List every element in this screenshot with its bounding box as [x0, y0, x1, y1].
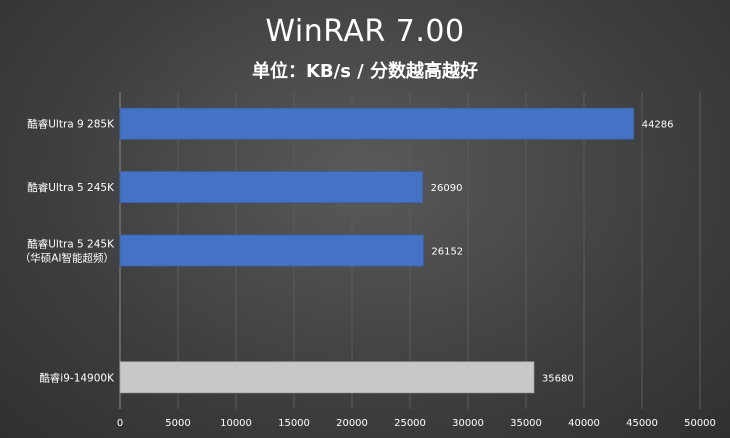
category-label: （华硕AI智能超频）: [20, 252, 114, 265]
bars: [119, 107, 635, 394]
category-label: 酷睿Ultra 9 285K: [27, 118, 115, 131]
category-label: 酷睿i9-14900K: [39, 371, 115, 384]
chart-subtitle: 单位：KB/s / 分数越高越好: [251, 61, 479, 82]
value-label: 44286: [642, 120, 674, 131]
value-label: 35680: [542, 373, 574, 384]
category-label: 酷睿Ultra 5 245K: [27, 181, 115, 194]
value-label: 26152: [431, 247, 463, 258]
category-labels: 酷睿Ultra 9 285K 酷睿Ultra 5 245K 酷睿Ultra 5 24…: [20, 118, 115, 385]
chart-title: WinRAR 7.00: [265, 14, 465, 49]
bar: [119, 361, 535, 394]
category-label: 酷睿Ultra 5 245K: [27, 238, 115, 251]
x-tick-label: 15000: [278, 418, 310, 429]
bar: [119, 171, 424, 204]
bar: [119, 107, 635, 140]
x-axis-ticks: 0 5000 10000 15000 20000 25000 30000 35000 40000…: [117, 418, 716, 429]
x-tick-label: 30000: [452, 418, 484, 429]
x-tick-label: 0: [117, 418, 123, 429]
x-tick-label: 35000: [510, 418, 542, 429]
bar: [119, 234, 424, 267]
x-tick-label: 45000: [626, 418, 658, 429]
x-tick-label: 25000: [394, 418, 426, 429]
value-labels: 44286 26090 26152 35680: [431, 120, 674, 385]
x-tick-label: 50000: [684, 418, 716, 429]
value-label: 26090: [431, 183, 463, 194]
x-tick-label: 5000: [165, 418, 190, 429]
x-tick-label: 10000: [220, 418, 252, 429]
x-tick-label: 20000: [336, 418, 368, 429]
x-tick-label: 40000: [568, 418, 600, 429]
